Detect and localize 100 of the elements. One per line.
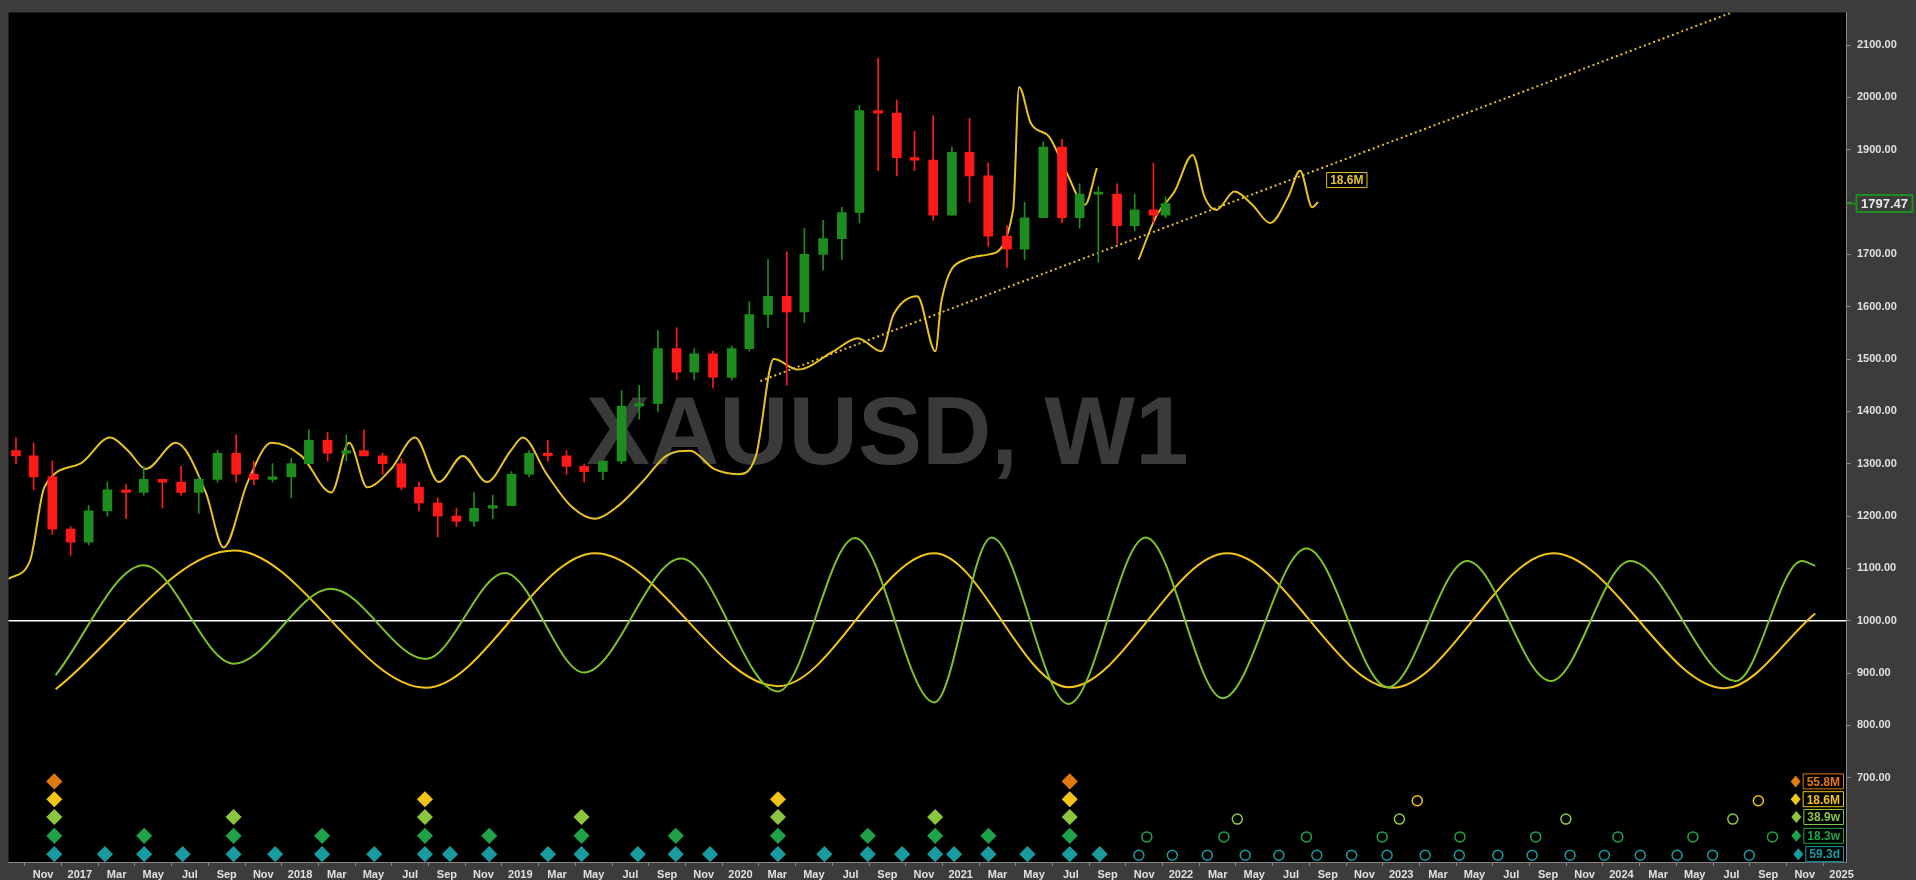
point	[1300, 831, 1313, 843]
point	[1492, 849, 1504, 861]
y-tick-label: 1500.00	[1857, 352, 1897, 365]
point	[225, 809, 242, 825]
x-tick-label: Nov	[32, 867, 55, 880]
y-tick-label: 1700.00	[1857, 247, 1897, 260]
point	[1453, 849, 1466, 861]
x-tick-label: May	[582, 867, 606, 880]
point	[314, 846, 330, 862]
point	[46, 828, 63, 844]
x-tick-label: May	[1243, 867, 1266, 880]
x-tick-label: Mar	[1428, 867, 1449, 880]
point	[1273, 849, 1285, 861]
point	[980, 846, 997, 862]
point	[46, 773, 63, 790]
point	[1564, 849, 1576, 861]
point	[366, 846, 383, 862]
y-tick-label: 800.00	[1857, 718, 1891, 731]
x-tick-label: Mar	[1207, 867, 1229, 880]
point	[1345, 849, 1358, 861]
candlestick	[248, 460, 259, 485]
legend-label: 18.6M	[1806, 792, 1841, 807]
x-tick-label: Nov	[913, 867, 936, 880]
x-tick-label: Jul	[842, 867, 859, 880]
point	[816, 846, 833, 862]
point	[573, 809, 590, 825]
x-tick-label: Jul	[1723, 867, 1740, 880]
point	[1706, 849, 1719, 861]
point	[770, 809, 786, 825]
point	[770, 791, 786, 807]
x-tick-label: Nov	[1794, 867, 1817, 880]
x-tick-label: 2019	[508, 867, 533, 880]
candlestick	[359, 429, 369, 457]
point	[1201, 849, 1214, 861]
x-tick-label: 2025	[1829, 867, 1854, 880]
point	[417, 828, 433, 844]
x-tick-label: Sep	[1097, 867, 1118, 880]
point	[1061, 773, 1078, 790]
point	[927, 828, 943, 844]
point	[225, 846, 242, 862]
x-tick-label: 2022	[1168, 867, 1194, 880]
point	[1393, 813, 1406, 825]
point	[1687, 831, 1699, 843]
point	[1061, 846, 1078, 862]
x-tick-label: Sep	[1537, 867, 1559, 880]
point	[927, 809, 943, 825]
y-tick-label: 2000.00	[1857, 90, 1897, 103]
x-tick-label: Nov	[473, 867, 495, 880]
candlestick	[781, 251, 792, 386]
x-tick-label: 2023	[1388, 867, 1414, 880]
x-tick-label: Nov	[252, 867, 275, 880]
x-tick-label: May	[1023, 867, 1046, 880]
point	[980, 828, 997, 844]
point	[1454, 831, 1466, 843]
point	[668, 828, 684, 844]
y-tick-label: 1100.00	[1857, 561, 1897, 574]
x-tick-label: Mar	[106, 867, 128, 880]
x-tick-label: May	[1463, 867, 1487, 880]
point	[481, 846, 497, 862]
point	[1231, 813, 1244, 825]
x-tick-label: Jul	[1062, 867, 1079, 880]
point	[267, 846, 283, 862]
point	[668, 846, 684, 862]
x-tick-label: Mar	[987, 867, 1008, 880]
x-tick-label: May	[1684, 867, 1707, 880]
x-tick-label: 2020	[728, 867, 753, 880]
point	[573, 846, 590, 862]
x-tick-label: Mar	[1648, 867, 1669, 880]
point	[225, 828, 242, 844]
y-tick-label: 900.00	[1857, 666, 1891, 679]
point	[1061, 791, 1078, 807]
point	[1560, 813, 1572, 825]
point	[417, 791, 433, 807]
point	[97, 846, 113, 862]
y-tick-label: 1200.00	[1857, 509, 1897, 522]
point	[1061, 828, 1078, 844]
x-tick-label: 2024	[1609, 867, 1635, 880]
point	[1612, 831, 1624, 843]
y-tick-label: 1300.00	[1857, 456, 1897, 469]
x-tick-label: Jul	[402, 867, 419, 880]
x-tick-label: Sep	[216, 867, 238, 880]
line-series	[54, 536, 1817, 705]
point	[770, 846, 786, 862]
point	[136, 828, 152, 844]
point	[314, 828, 330, 844]
x-tick-label: Nov	[1353, 867, 1376, 880]
point	[573, 828, 590, 844]
x-tick-label: 2018	[287, 867, 313, 880]
x-tick-label: 2017	[67, 867, 93, 880]
line-series	[54, 549, 1817, 691]
point	[630, 846, 646, 862]
x-tick-label: Jul	[182, 867, 198, 880]
point	[1671, 849, 1683, 861]
legend-label: 18.3w	[1807, 829, 1841, 844]
point	[860, 828, 876, 844]
x-tick-label: 2021	[948, 867, 973, 880]
y-tick-label: 1400.00	[1857, 404, 1897, 417]
y-tick-label: 1900.00	[1857, 142, 1897, 155]
point	[1529, 831, 1542, 843]
point	[136, 846, 152, 862]
